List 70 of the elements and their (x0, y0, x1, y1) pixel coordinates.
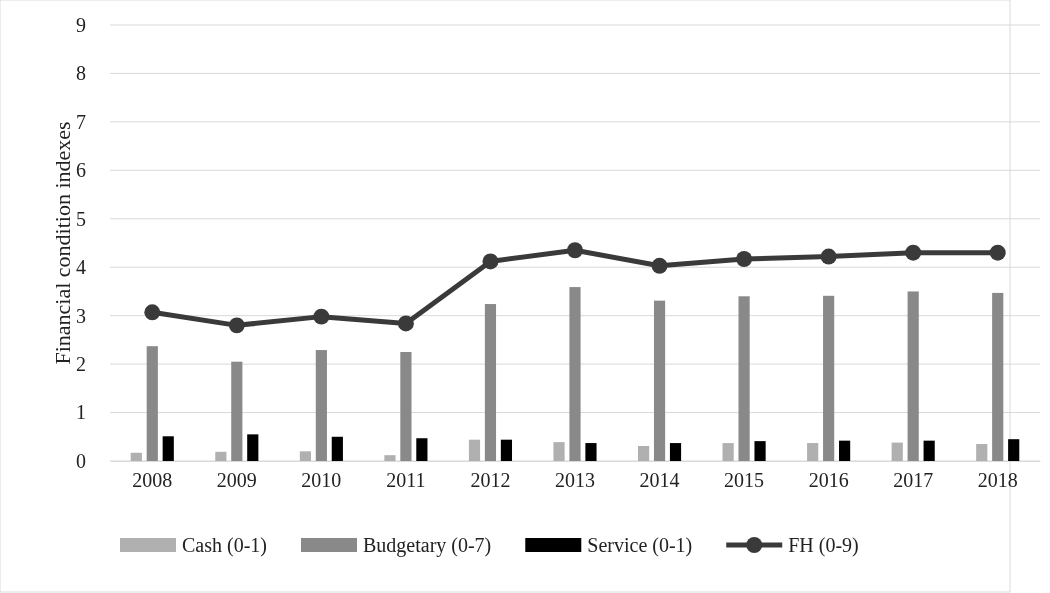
x-tick-label: 2010 (301, 469, 342, 492)
x-tick-label: 2013 (555, 469, 595, 492)
y-tick-label: 2 (76, 353, 86, 376)
bar (891, 442, 903, 461)
point (820, 248, 837, 265)
x-tick-label: 2017 (893, 469, 934, 492)
x-tick-label: 2011 (386, 469, 426, 492)
bar (754, 441, 766, 461)
bar (130, 452, 142, 461)
bar (569, 287, 581, 461)
bar (384, 455, 396, 461)
y-tick-label: 5 (76, 207, 86, 230)
bar (500, 439, 513, 461)
x-tick-label: 2016 (808, 469, 849, 492)
bar (992, 292, 1004, 461)
bar (484, 304, 497, 461)
bar (807, 443, 819, 461)
bar (923, 440, 935, 461)
bar (839, 440, 851, 461)
bar (976, 444, 988, 461)
bar (146, 346, 158, 461)
x-tick-label: 2012 (470, 469, 511, 492)
point (651, 257, 668, 274)
y-tick-label: 9 (76, 13, 86, 36)
y-tick-label: 4 (76, 256, 86, 279)
bar (247, 434, 259, 461)
bar (416, 438, 428, 461)
y-tick-label: 0 (76, 449, 86, 472)
bar (653, 300, 666, 461)
bar (400, 352, 412, 461)
y-tick-label: 6 (76, 159, 86, 182)
x-tick-label: 2018 (977, 469, 1018, 492)
bar (162, 436, 174, 461)
bar (907, 291, 919, 461)
point (736, 251, 753, 267)
bar (231, 361, 243, 461)
x-tick-label: 2008 (132, 469, 173, 492)
x-tick-label: 2015 (724, 469, 765, 492)
bar (299, 451, 311, 461)
y-axis-title: Financial condition indexes (50, 121, 75, 365)
legend-label: Budgetary (0-7) (362, 534, 492, 557)
point (313, 308, 330, 325)
bar (315, 350, 327, 461)
bar (1008, 439, 1020, 461)
bar (215, 451, 227, 461)
bar (637, 445, 650, 461)
point (228, 317, 245, 334)
point (905, 244, 922, 261)
legend-label: FH (0-9) (788, 534, 859, 557)
point (567, 242, 583, 259)
bar (331, 436, 343, 461)
point (482, 253, 499, 270)
legend-label: Cash (0-1) (182, 534, 267, 557)
y-tick-label: 3 (76, 304, 86, 327)
x-tick-label: 2014 (639, 469, 680, 492)
y-tick-label: 8 (76, 62, 86, 85)
bar (722, 443, 734, 461)
legend-label: Service (0-1) (587, 534, 693, 557)
point (144, 304, 161, 321)
y-tick-label: 1 (76, 401, 86, 424)
bar (585, 443, 597, 461)
bar (738, 296, 750, 461)
bar (468, 439, 481, 461)
bar (823, 295, 835, 461)
bar (553, 442, 565, 461)
y-tick-label: 7 (76, 110, 86, 133)
point (397, 315, 414, 332)
x-tick-label: 2009 (216, 469, 257, 492)
bar (669, 443, 682, 461)
point (989, 244, 1006, 261)
